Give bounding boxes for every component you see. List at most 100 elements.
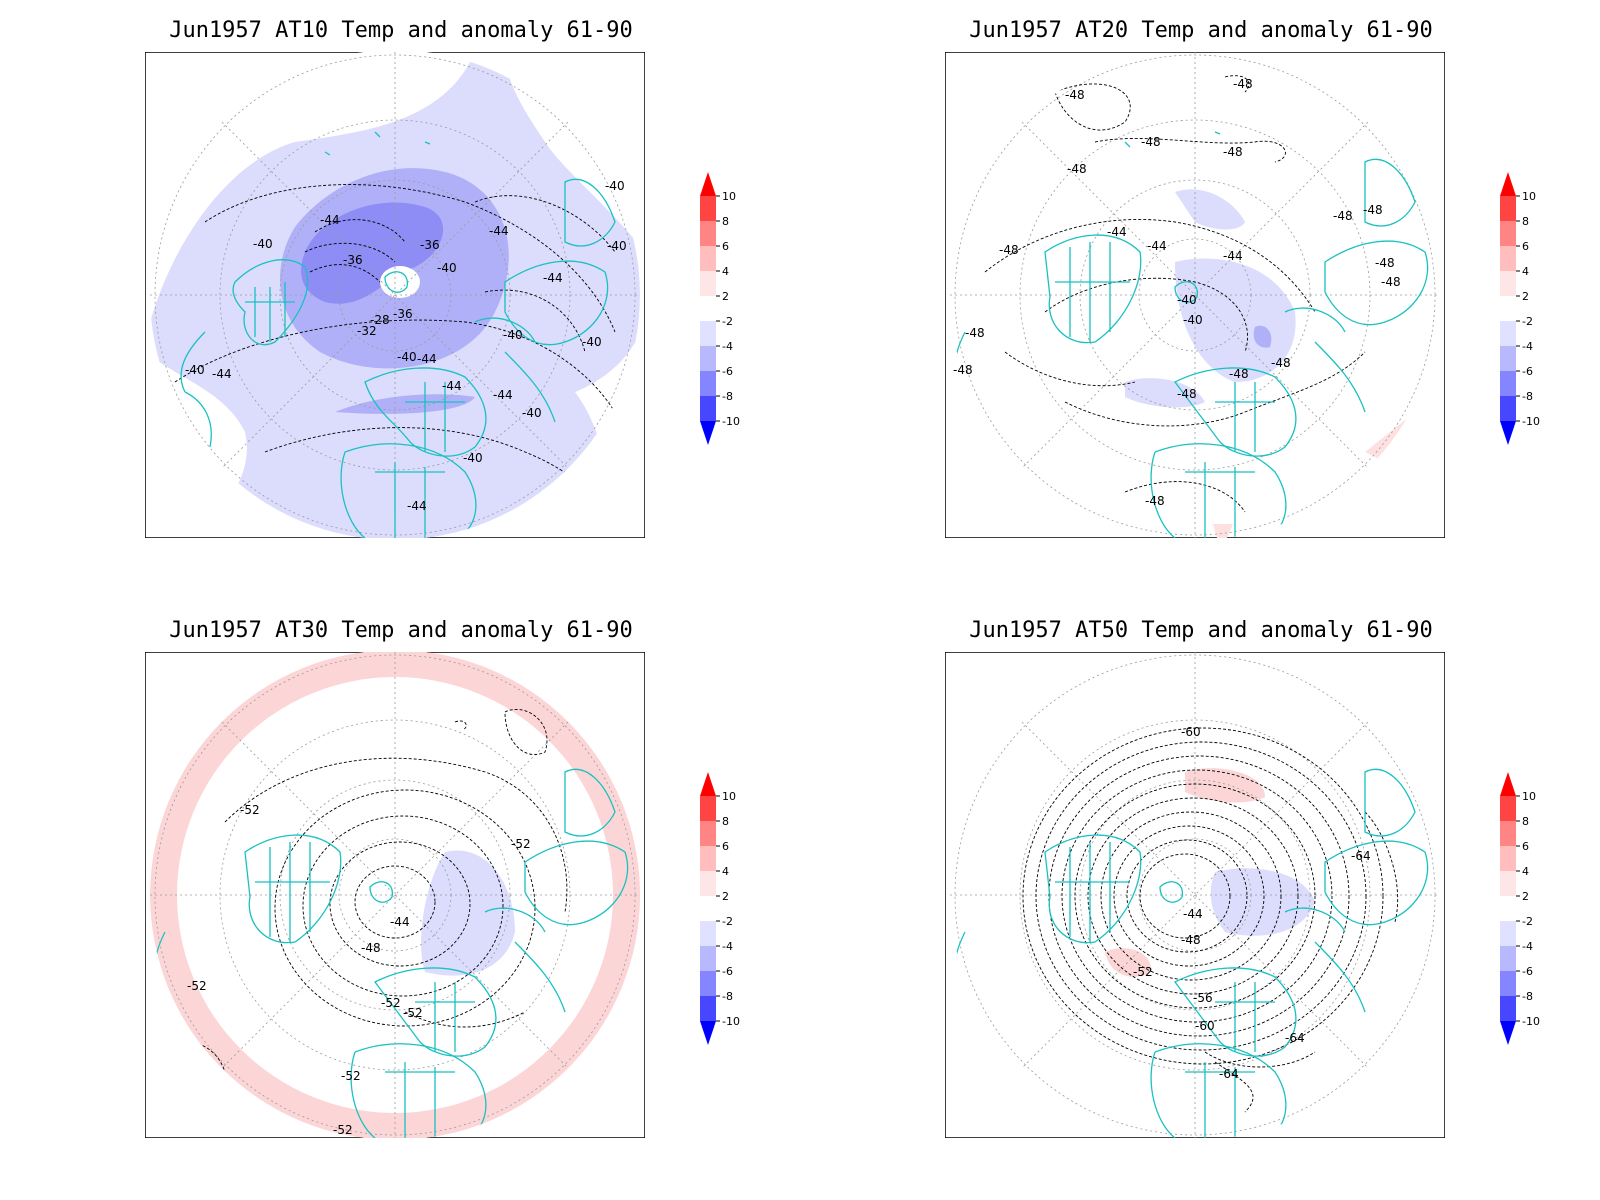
contour-label: -44 xyxy=(212,367,232,381)
contour-label: -48 xyxy=(1065,88,1085,102)
contour-label: -36 xyxy=(343,253,363,267)
contour-label: -48 xyxy=(1363,203,1383,217)
contour-label: -64 xyxy=(1219,1067,1239,1081)
contour-label: -40 xyxy=(253,237,273,251)
colorbar-arrow-down xyxy=(1500,1021,1516,1045)
colorbar-arrow-down xyxy=(700,421,716,445)
contour-label: -52 xyxy=(381,996,401,1010)
colorbar-label: 4 xyxy=(1522,265,1529,278)
contour-label: -48 xyxy=(361,941,381,955)
colorbar-label: 8 xyxy=(722,815,729,828)
contour-label: -40 xyxy=(1183,313,1203,327)
colorbar-label: 10 xyxy=(722,790,736,803)
anomaly-fill-neg2 xyxy=(1125,378,1205,408)
anomaly-fill-neg2 xyxy=(1210,868,1315,936)
contour-label: -48 xyxy=(965,326,985,340)
colorbar-label: -6 xyxy=(722,365,733,378)
contour-label: -48 xyxy=(1381,275,1401,289)
panel-title: Jun1957 AT10 Temp and anomaly 61-90 xyxy=(169,18,633,43)
colorbar-label: 4 xyxy=(722,865,729,878)
colorbar-arrow-up xyxy=(1500,772,1516,796)
anomaly-fill-neg6 xyxy=(301,202,444,304)
colorbar-label: 6 xyxy=(1522,840,1529,853)
contour-labels: -52 -52 -44 -48 -52 -52 -52 -52 -52 xyxy=(187,803,531,1137)
colorbar-label: -10 xyxy=(722,1015,740,1028)
contour-label: -48 xyxy=(1177,387,1197,401)
colorbar-arrow-down xyxy=(700,1021,716,1045)
colorbar: 10 8 6 4 2 -2 -4 -6 -8 -10 xyxy=(700,172,740,445)
colorbar-label: -10 xyxy=(1522,415,1540,428)
contour-label: -44 xyxy=(1223,249,1243,263)
contour-label: -52 xyxy=(1133,965,1153,979)
anomaly-fill-neg4 xyxy=(1253,325,1272,348)
contour-label: -40 xyxy=(503,328,523,342)
contour-label: -64 xyxy=(1285,1031,1305,1045)
panel-title: Jun1957 AT20 Temp and anomaly 61-90 xyxy=(969,18,1433,43)
contour-lines xyxy=(1022,727,1399,1113)
contour-labels: -44 -40 -36 -36 -40 -36 -32 -28 -40 -44 … xyxy=(185,179,627,513)
colorbar-label: 4 xyxy=(722,265,729,278)
coastlines xyxy=(180,131,616,538)
contour-label: -44 xyxy=(320,213,340,227)
contour-label: -48 xyxy=(1141,135,1161,149)
contour-label: -48 xyxy=(1271,356,1291,370)
panel-title: Jun1957 AT30 Temp and anomaly 61-90 xyxy=(169,618,633,643)
contour-label: -44 xyxy=(390,915,410,929)
colorbar-label: -10 xyxy=(1522,1015,1540,1028)
colorbar-label: -6 xyxy=(1522,365,1533,378)
contour-label: -40 xyxy=(397,350,417,364)
colorbar-label: 6 xyxy=(1522,240,1529,253)
colorbar-label: -8 xyxy=(1522,990,1533,1003)
polar-map: -44 -40 -36 -36 -40 -36 -32 -28 -40 -44 … xyxy=(145,52,645,538)
colorbar-label: 10 xyxy=(1522,190,1536,203)
contour-label: -40 xyxy=(1177,293,1197,307)
anomaly-fill-neg2 xyxy=(1175,258,1296,382)
contour-label: -60 xyxy=(1181,725,1201,739)
colorbar-label: -2 xyxy=(1522,315,1533,328)
contour-label: -48 xyxy=(953,363,973,377)
colorbar-label: -8 xyxy=(1522,390,1533,403)
colorbar: 10 8 6 4 2 -2 -4 -6 -8 -10 xyxy=(1500,172,1540,445)
contour-label: -40 xyxy=(582,335,602,349)
colorbar-label: 6 xyxy=(722,840,729,853)
graticule xyxy=(150,652,640,1138)
contour-label: -48 xyxy=(1375,256,1395,270)
contour-label: -56 xyxy=(1193,991,1213,1005)
colorbar-label: 10 xyxy=(1522,790,1536,803)
colorbar-label: 2 xyxy=(722,890,729,903)
anomaly-fill-neg4 xyxy=(335,394,475,414)
contour-label: -52 xyxy=(403,1006,423,1020)
contour-label: -44 xyxy=(442,379,462,393)
contour-label: -44 xyxy=(407,499,427,513)
colorbar-label: -8 xyxy=(722,390,733,403)
colorbar: 10 8 6 4 2 -2 -4 -6 -8 -10 xyxy=(1500,772,1540,1045)
map-panel-at50: Jun1957 AT50 Temp and anomaly 61-90 xyxy=(800,600,1560,1160)
contour-label: -60 xyxy=(1195,1019,1215,1033)
contour-label: -48 xyxy=(1181,933,1201,947)
contour-lines xyxy=(984,75,1366,513)
contour-label: -52 xyxy=(333,1123,353,1137)
colorbar-label: 8 xyxy=(1522,215,1529,228)
contour-label: -40 xyxy=(185,363,205,377)
coastlines xyxy=(153,768,629,1138)
contour-label: -32 xyxy=(357,324,377,338)
contour-label: -40 xyxy=(437,261,457,275)
colorbar-arrow-down xyxy=(1500,421,1516,445)
colorbar-label: 4 xyxy=(1522,865,1529,878)
contour-label: -44 xyxy=(417,352,437,366)
contour-label: -64 xyxy=(1351,849,1371,863)
contour-label: -40 xyxy=(605,179,625,193)
polar-map: -48 -48 -48 -48 -48 -44 -44 -44 -40 -40 … xyxy=(945,52,1445,538)
contour-label: -48 xyxy=(1333,209,1353,223)
anomaly-fill-pos2 xyxy=(1105,948,1151,977)
coastlines xyxy=(953,768,1429,1138)
colorbar-label: -4 xyxy=(722,940,733,953)
colorbar-arrow-up xyxy=(700,172,716,196)
colorbar-label: 2 xyxy=(1522,890,1529,903)
colorbar-label: -6 xyxy=(1522,965,1533,978)
colorbar: 10 8 6 4 2 -2 -4 -6 -8 -10 xyxy=(700,772,740,1045)
contour-label: -48 xyxy=(1223,145,1243,159)
contour-label: -44 xyxy=(1147,239,1167,253)
contour-label: -48 xyxy=(1233,77,1253,91)
colorbar-label: 10 xyxy=(722,190,736,203)
